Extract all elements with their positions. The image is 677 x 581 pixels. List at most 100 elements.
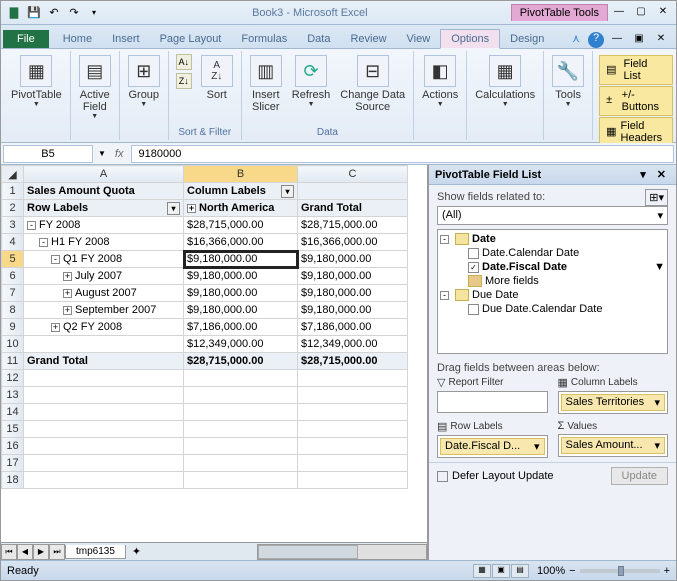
field-chip[interactable]: Sales Amount...▾ (561, 437, 666, 454)
tab-formulas[interactable]: Formulas (231, 30, 297, 48)
cell[interactable] (298, 370, 408, 387)
minimize-ribbon-icon[interactable]: ⋏ (568, 32, 584, 48)
field-list-close-icon[interactable]: ✕ (653, 168, 670, 181)
calculations-button[interactable]: ▦Calculations▼ (471, 53, 539, 110)
spreadsheet-grid[interactable]: ◢ A B C 1Sales Amount QuotaColumn Labels… (1, 165, 408, 489)
cell[interactable]: -H1 FY 2008 (24, 234, 184, 251)
area-report-filter[interactable] (437, 391, 548, 413)
cell[interactable] (184, 387, 298, 404)
insert-slicer-button[interactable]: ▥Insert Slicer (246, 53, 286, 115)
cell[interactable] (298, 438, 408, 455)
zoom-in-icon[interactable]: + (664, 565, 670, 577)
cell[interactable]: Sales Amount Quota (24, 183, 184, 200)
cell[interactable]: Row Labels▾ (24, 200, 184, 217)
field-list-dropdown-icon[interactable]: ▾ (636, 168, 650, 181)
field-checkbox[interactable] (468, 248, 479, 259)
close-icon[interactable]: ✕ (654, 6, 672, 20)
cell[interactable]: $9,180,000.00 (298, 302, 408, 319)
name-box[interactable]: B5 (3, 145, 93, 163)
cell[interactable]: $9,180,000.00 (184, 268, 298, 285)
pivottable-button[interactable]: ▦PivotTable▼ (7, 53, 66, 110)
filter-button[interactable]: ▾ (281, 185, 294, 198)
col-header-c[interactable]: C (298, 166, 408, 183)
actions-button[interactable]: ◧Actions▼ (418, 53, 462, 110)
row-header[interactable]: 11 (2, 353, 24, 370)
cell[interactable] (298, 472, 408, 489)
cell[interactable]: +September 2007 (24, 302, 184, 319)
filter-button[interactable]: ▾ (167, 202, 180, 215)
workbook-minimize-icon[interactable]: — (608, 33, 626, 47)
cell[interactable]: $9,180,000.00 (298, 268, 408, 285)
plus-minus-toggle[interactable]: ±+/- Buttons (599, 86, 673, 116)
area-column-labels[interactable]: Sales Territories▾ (558, 391, 669, 414)
tab-view[interactable]: View (397, 30, 441, 48)
field-tree-node[interactable]: Due Date.Calendar Date (440, 302, 665, 316)
cell[interactable] (184, 455, 298, 472)
expand-button[interactable]: - (440, 235, 449, 244)
field-tree[interactable]: -DateDate.Calendar Date✓Date.Fiscal Date… (437, 229, 668, 354)
cell[interactable] (24, 387, 184, 404)
cell[interactable]: $7,186,000.00 (184, 319, 298, 336)
sort-asc-button[interactable]: A↓ (173, 53, 195, 71)
name-box-dropdown-icon[interactable]: ▼ (95, 149, 109, 158)
area-row-labels[interactable]: Date.Fiscal D...▾ (437, 435, 548, 458)
zoom-out-icon[interactable]: − (569, 565, 575, 577)
tools-button[interactable]: 🔧Tools▼ (548, 53, 588, 110)
workbook-close-icon[interactable]: ✕ (652, 33, 670, 47)
row-header[interactable]: 14 (2, 404, 24, 421)
area-values[interactable]: Sales Amount...▾ (558, 434, 669, 457)
cell[interactable]: $9,180,000.00 (184, 285, 298, 302)
cell[interactable] (298, 421, 408, 438)
cell[interactable]: +August 2007 (24, 285, 184, 302)
tab-data[interactable]: Data (297, 30, 340, 48)
cell[interactable] (184, 404, 298, 421)
cell[interactable] (24, 421, 184, 438)
row-header[interactable]: 8 (2, 302, 24, 319)
row-header[interactable]: 2 (2, 200, 24, 217)
cell[interactable]: $9,180,000.00 (298, 285, 408, 302)
cell[interactable]: $16,366,000.00 (298, 234, 408, 251)
sort-desc-button[interactable]: Z↓ (173, 72, 195, 90)
view-normal-icon[interactable]: ▦ (473, 564, 491, 578)
cell[interactable]: +North America (184, 200, 298, 217)
cell[interactable]: Grand Total (298, 200, 408, 217)
cell[interactable] (24, 404, 184, 421)
cell[interactable] (184, 472, 298, 489)
update-button[interactable]: Update (611, 467, 668, 485)
cell[interactable]: Grand Total (24, 353, 184, 370)
tab-home[interactable]: Home (53, 30, 102, 48)
cell[interactable] (24, 455, 184, 472)
expand-button[interactable]: + (51, 323, 60, 332)
row-header[interactable]: 5 (2, 251, 24, 268)
fx-icon[interactable]: fx (109, 148, 130, 160)
field-tree-node[interactable]: ✓Date.Fiscal Date▼ (440, 260, 665, 274)
row-header[interactable]: 6 (2, 268, 24, 285)
col-header-b[interactable]: B (184, 166, 298, 183)
sheet-nav-next-icon[interactable]: ▶ (33, 544, 49, 560)
tab-page-layout[interactable]: Page Layout (150, 30, 232, 48)
expand-button[interactable]: - (27, 221, 36, 230)
expand-button[interactable]: - (440, 291, 449, 300)
expand-button[interactable]: + (63, 306, 72, 315)
row-header[interactable]: 9 (2, 319, 24, 336)
row-header[interactable]: 13 (2, 387, 24, 404)
cell[interactable]: $9,180,000.00 (298, 251, 408, 268)
cell[interactable]: $28,715,000.00 (184, 353, 298, 370)
cell[interactable] (24, 370, 184, 387)
zoom-slider[interactable] (580, 569, 660, 573)
row-header[interactable]: 3 (2, 217, 24, 234)
help-icon[interactable]: ? (588, 32, 604, 48)
expand-button[interactable]: - (39, 238, 48, 247)
cell[interactable] (24, 336, 184, 353)
horizontal-scrollbar[interactable] (257, 544, 427, 560)
cell[interactable] (298, 404, 408, 421)
cell[interactable]: $28,715,000.00 (184, 217, 298, 234)
minimize-icon[interactable]: — (610, 6, 628, 20)
field-chip[interactable]: Date.Fiscal D...▾ (440, 438, 545, 455)
field-checkbox[interactable] (468, 304, 479, 315)
field-list-layout-icon[interactable]: ⊞▾ (645, 189, 668, 206)
maximize-icon[interactable]: ▢ (632, 6, 650, 20)
tab-options[interactable]: Options (440, 29, 500, 49)
row-header[interactable]: 10 (2, 336, 24, 353)
formula-input[interactable]: 9180000 (131, 145, 674, 163)
